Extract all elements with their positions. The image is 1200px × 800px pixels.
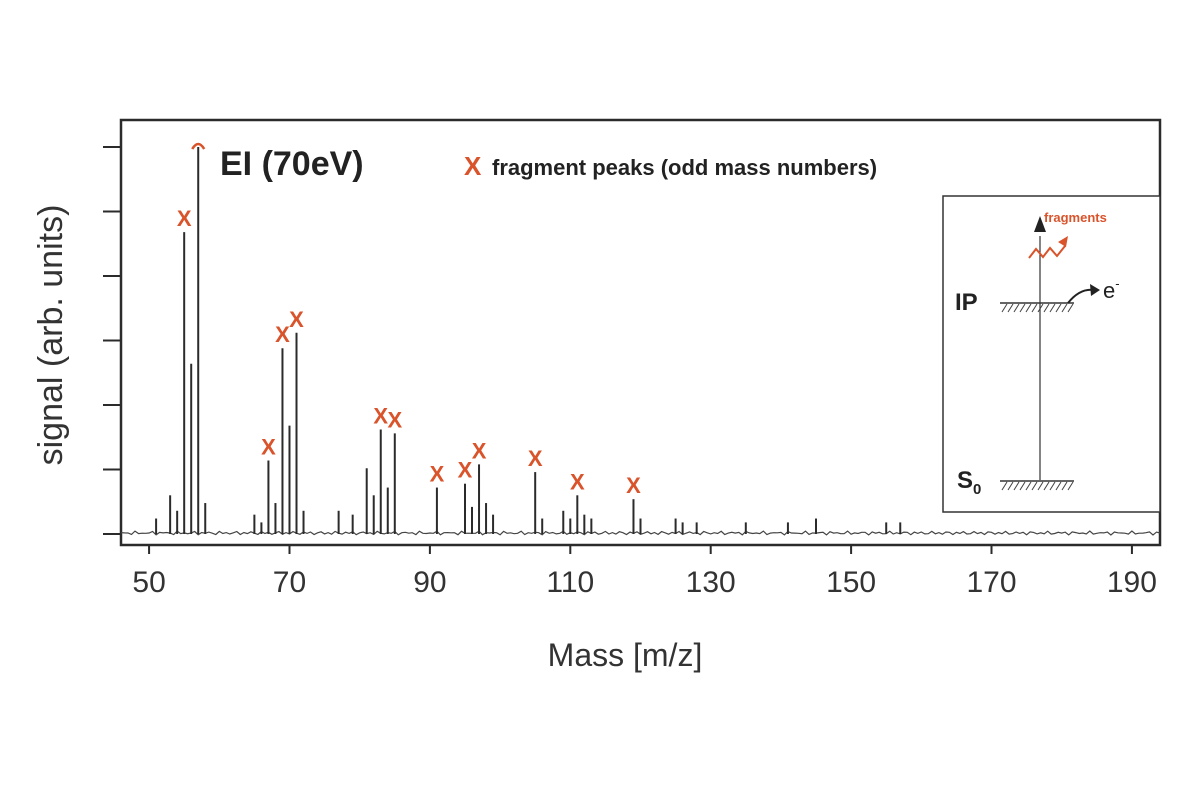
fragment-marker-105: X (528, 446, 543, 471)
hatch-line (1055, 481, 1062, 491)
electron-arrow-icon (1090, 284, 1100, 296)
x-tick-label: 70 (273, 566, 306, 599)
hatch-line (1025, 303, 1032, 313)
hatch-line (1007, 303, 1014, 313)
fragment-marker-95: X (458, 458, 473, 483)
hatch-line (1019, 303, 1026, 313)
base-peak-cap (191, 142, 206, 150)
hatch-line (1037, 303, 1044, 313)
ip-hatch (1001, 303, 1074, 313)
hatch-line (1013, 481, 1020, 491)
fragment-arrow-icon (1058, 236, 1068, 247)
hatch-line (1001, 303, 1008, 313)
electron-label: e- (1103, 276, 1120, 303)
hatch-line (1025, 481, 1032, 491)
hatch-line (1043, 481, 1050, 491)
up-arrow-icon (1034, 216, 1046, 232)
hatch-line (1067, 303, 1074, 313)
x-tick-label: 190 (1107, 566, 1157, 599)
fragment-zigzag (1028, 245, 1066, 259)
hatch-line (1043, 303, 1050, 313)
hatch-line (1049, 481, 1056, 491)
hatch-line (1013, 303, 1020, 313)
fragment-marker-85: X (387, 407, 402, 432)
hatch-line (1055, 303, 1062, 313)
x-tick-label: 130 (686, 566, 736, 599)
legend: X fragment peaks (odd mass numbers) (464, 151, 877, 181)
chart-title: EI (70eV) (220, 145, 364, 183)
ground-state-label: S0 (957, 467, 981, 498)
fragments-label: fragments (1044, 210, 1107, 225)
fragment-marker-69: X (275, 322, 290, 347)
fragment-marker-67: X (261, 434, 276, 459)
ground-hatch (1001, 481, 1074, 491)
legend-marker: X (464, 151, 482, 181)
hatch-line (1037, 481, 1044, 491)
energy-level-inset: fragments e- IP S0 (942, 195, 1161, 513)
fragment-marker-111: X (570, 469, 585, 494)
hatch-line (1067, 481, 1074, 491)
hatch-line (1061, 481, 1068, 491)
baseline-trace (120, 530, 1161, 536)
hatch-line (1031, 303, 1038, 313)
y-axis-label: signal (arb. units) (32, 205, 70, 466)
hatch-line (1061, 303, 1068, 313)
hatch-line (1019, 481, 1026, 491)
x-tick-label: 110 (546, 566, 594, 599)
x-tick-label: 50 (132, 566, 165, 599)
hatch-line (1007, 481, 1014, 491)
ip-label: IP (955, 289, 978, 316)
fragment-marker-71: X (289, 307, 304, 332)
hatch-line (1031, 481, 1038, 491)
fragment-marker-55: X (177, 206, 192, 231)
x-tick-label: 90 (413, 566, 446, 599)
fragment-marker-97: X (472, 438, 487, 463)
fragment-marker-83: X (373, 404, 388, 429)
x-tick-label: 170 (966, 566, 1016, 599)
hatch-line (1049, 303, 1056, 313)
fragment-marker-119: X (626, 473, 641, 498)
hatch-line (1001, 481, 1008, 491)
x-axis-label: Mass [m/z] (548, 637, 703, 673)
inset-frame (942, 195, 1161, 513)
fragment-marker-91: X (430, 462, 445, 487)
legend-label: fragment peaks (odd mass numbers) (492, 155, 877, 180)
x-tick-label: 150 (826, 566, 876, 599)
